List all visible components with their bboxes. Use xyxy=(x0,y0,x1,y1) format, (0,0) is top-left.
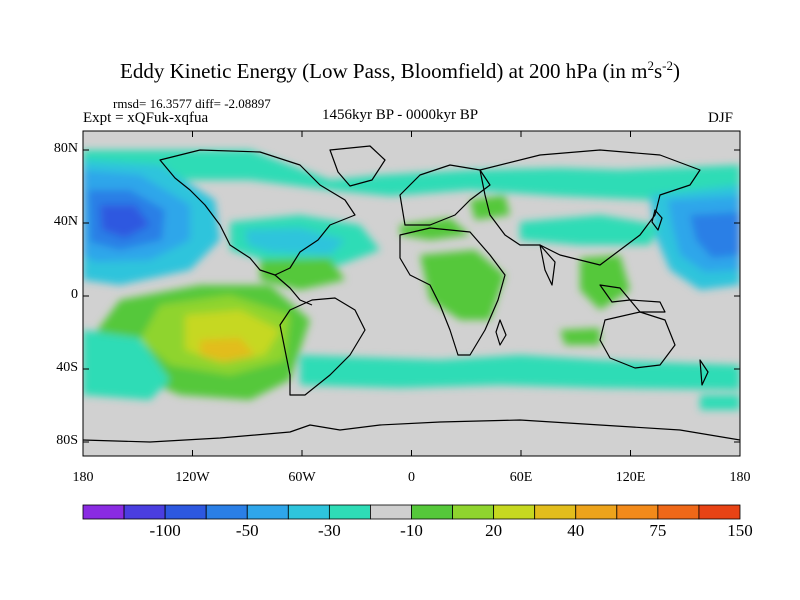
figure-title: Eddy Kinetic Energy (Low Pass, Bloomfiel… xyxy=(0,58,800,84)
map-fields xyxy=(83,131,740,456)
colorbar-swatch xyxy=(452,504,495,520)
colorbar-swatch xyxy=(657,504,700,520)
colorbar-label: 40 xyxy=(567,521,585,540)
coastlines xyxy=(83,145,740,443)
lat-tick-label: 40S xyxy=(56,360,78,375)
colorbar-label: -50 xyxy=(235,521,259,540)
lon-tick-label: 180 xyxy=(729,470,751,485)
colorbar-swatch xyxy=(123,504,166,520)
stats-text: rmsd= 16.3577 diff= -2.08897 xyxy=(113,96,271,111)
lon-tick-label: 120W xyxy=(175,470,210,485)
colorbar-label: -100 xyxy=(149,521,181,540)
lon-tick-label: 60W xyxy=(288,470,316,485)
colorbar-swatch xyxy=(205,504,248,520)
lat-tick-label: 80N xyxy=(53,141,78,156)
lon-tick-label: 120E xyxy=(615,470,646,485)
colorbar-label: -30 xyxy=(318,521,341,540)
colorbar-swatch xyxy=(534,504,577,520)
title-sup-2: 2 xyxy=(647,58,654,73)
title-close: ) xyxy=(672,59,680,83)
lat-tick-label: 80S xyxy=(56,433,78,448)
colorbar xyxy=(82,504,741,520)
colorbar-label: 150 xyxy=(727,521,753,540)
lon-tick-label: 0 xyxy=(408,470,415,485)
colorbar-swatch xyxy=(411,504,453,520)
colorbar-swatch xyxy=(698,504,741,520)
lat-tick-label: 40N xyxy=(53,214,78,229)
colorbar-swatch xyxy=(164,504,207,520)
colorbar-swatch xyxy=(82,504,125,520)
colorbar-label: -10 xyxy=(400,521,423,540)
colorbar-swatch xyxy=(616,504,659,520)
colorbar-swatch xyxy=(328,504,371,520)
experiment-label: Expt = xQFuk-xqfua xyxy=(83,110,209,126)
colorbar-swatch xyxy=(575,504,618,520)
colorbar-label: 75 xyxy=(649,521,667,540)
lon-tick-label: 60E xyxy=(509,470,533,485)
lat-tick-label: 0 xyxy=(71,287,78,302)
colorbar-swatch xyxy=(246,504,289,520)
period-label: 1456kyr BP - 0000kyr BP xyxy=(322,107,479,123)
title-sup-minus2: -2 xyxy=(662,58,673,73)
lon-tick-label: 180 xyxy=(72,470,94,485)
colorbar-swatch xyxy=(493,504,536,520)
colorbar-swatch xyxy=(287,504,330,520)
colorbar-swatch xyxy=(370,504,412,520)
season-label: DJF xyxy=(708,110,734,126)
title-text: Eddy Kinetic Energy (Low Pass, Bloomfiel… xyxy=(120,59,648,83)
colorbar-label: 20 xyxy=(485,521,503,540)
title-unit-s: s xyxy=(653,59,663,83)
